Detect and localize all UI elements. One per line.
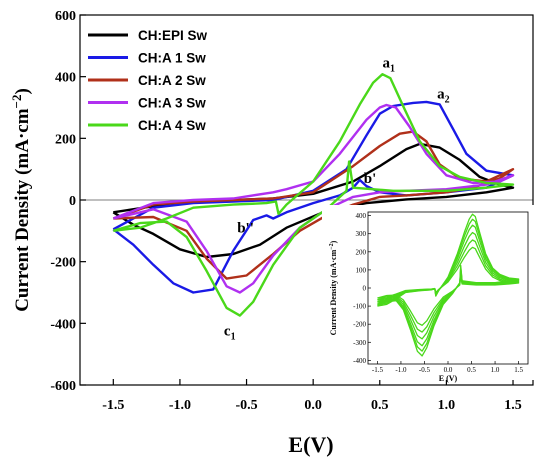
inset-y-tick-label: 300 [356,230,367,238]
y-tick-label: 200 [55,132,76,147]
peak-annotation: b'' [237,220,254,236]
y-axis-ticks: -600 -400 -200 0 200 400 600 [50,9,86,394]
inset-y-ticks: -400 -300 -200 -100 0 100 200 300 400 [353,212,371,365]
peak-annotation-letter: a [437,86,445,102]
inset-chart: -1.5 -1.0 -0.5 0.0 0.5 1.0 1.5 -400 -300 -200 -10… [322,205,534,383]
legend-label: CH:EPI Sw [138,28,208,43]
peak-annotation: b' [364,171,377,187]
x-tick-label: 1.0 [438,398,456,413]
inset-x-tick-label: 0.0 [444,366,453,374]
series-group [112,73,515,317]
y-tick-label: -600 [50,379,76,394]
legend: CH:EPI Sw CH:A 1 Sw CH:A 2 Sw CH:A 3 Sw CH:A… [88,28,208,133]
peak-annotation-sub: 1 [231,332,236,343]
peak-annotation: c1 [224,324,236,343]
inset-x-axis-title: E (V) [439,374,458,383]
inset-y-tick-label: -200 [353,321,366,329]
peak-annotation-letter: a [382,55,390,71]
x-tick-label: -1.5 [102,398,124,413]
series-line-5 [112,73,515,317]
inset-y-tick-label: 100 [356,266,367,274]
inset-y-tick-label: 400 [356,212,367,220]
inset-y-tick-label: -100 [353,303,366,311]
legend-label: CH:A 2 Sw [138,73,206,88]
x-tick-label: 0.0 [304,398,322,413]
inset-y-tick-label: -300 [353,339,366,347]
inset-x-tick-label: -1.0 [395,366,407,374]
legend-label: CH:A 4 Sw [138,118,206,133]
inset-y-axis-title: Current Density (mA·cm−2) [329,240,338,335]
peak-annotation-letter: b'' [237,220,254,236]
inset-x-tick-label: 1.5 [514,366,523,374]
y-axis-title: Current Density (mA·cm−2) [9,88,33,312]
inset-y-axis-title-sup: −2 [329,243,335,249]
inset-y-tick-label: 0 [363,285,367,293]
y-axis-title-main: Current Density (mA·cm [12,108,33,312]
peak-annotation-sub: 2 [445,94,450,105]
inset-x-tick-label: -0.5 [419,366,431,374]
inset-series-group [377,213,520,357]
x-tick-label: -1.0 [169,398,191,413]
peak-annotation-letter: b' [364,171,377,187]
inset-y-axis-title-close: ) [329,240,338,243]
y-axis-title-sup: −2 [9,95,24,109]
series-line-3 [112,130,515,280]
series-line-4 [112,103,515,294]
x-tick-label: 1.5 [504,398,522,413]
peak-annotation: a2 [437,86,450,105]
x-tick-label: 0.5 [371,398,389,413]
legend-label: CH:A 1 Sw [138,51,206,66]
peak-annotation: a1 [382,55,395,74]
inset-x-tick-label: 0.5 [467,366,476,374]
inset-y-tick-label: 200 [356,248,367,256]
inset-x-ticks: -1.5 -1.0 -0.5 0.0 0.5 1.0 1.5 [372,361,523,374]
y-tick-label: -400 [50,317,76,332]
y-tick-label: 600 [55,9,76,24]
inset-y-tick-label: -400 [353,357,366,365]
y-tick-label: -200 [50,256,76,271]
peak-annotation-sub: 1 [390,63,395,74]
y-tick-label: 0 [69,194,76,209]
inset-background [322,205,534,380]
inset-x-tick-label: -1.5 [372,366,384,374]
inset-cycle-line [377,213,520,357]
legend-label: CH:A 3 Sw [138,96,206,111]
peak-annotation-letter: c [224,324,231,340]
inset-y-axis-title-main: Current Density (mA·cm [329,249,338,335]
x-axis-title: E(V) [288,432,333,457]
x-axis-ticks: -1.5 -1.0 -0.5 0.0 0.5 1.0 1.5 [102,379,522,413]
y-axis-title-close: ) [12,88,33,94]
x-tick-label: -0.5 [235,398,257,413]
inset-x-tick-label: 1.0 [491,366,500,374]
y-tick-label: 400 [55,71,76,86]
